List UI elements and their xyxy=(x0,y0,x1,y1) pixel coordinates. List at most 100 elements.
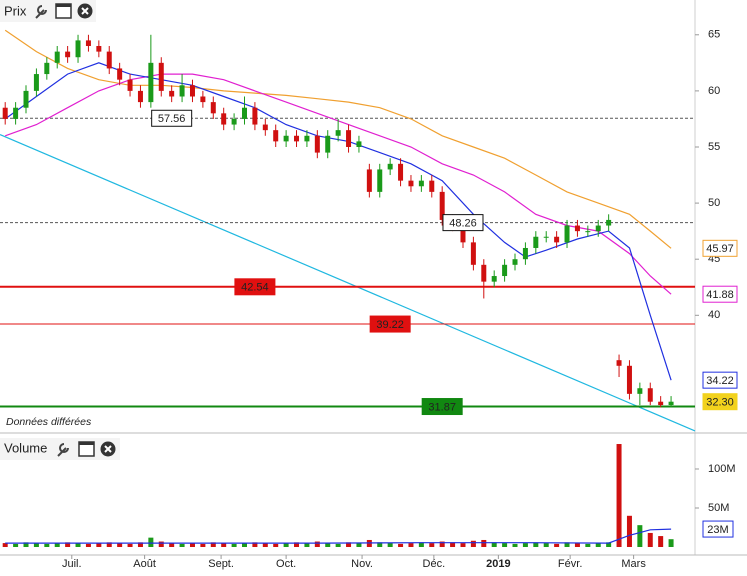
close-cross xyxy=(104,445,112,453)
last-value-label: 34.22 xyxy=(706,375,734,387)
volume-bar xyxy=(221,543,227,547)
last-value-label: 41.88 xyxy=(706,289,734,301)
volume-bar xyxy=(387,543,393,547)
candle-body xyxy=(460,225,466,243)
candle-body xyxy=(335,130,341,136)
candle-body xyxy=(169,90,175,97)
volume-bar xyxy=(325,543,331,547)
volume-bar xyxy=(179,543,185,547)
x-tick-label: Juil. xyxy=(62,558,82,570)
close-cross xyxy=(81,7,89,15)
candle-body xyxy=(179,85,185,97)
volume-bar xyxy=(335,543,341,547)
candle-body xyxy=(241,107,247,119)
candle-body xyxy=(283,135,289,142)
volume-bar xyxy=(637,525,643,547)
volume-bar xyxy=(626,515,632,547)
volume-bar xyxy=(189,543,195,547)
candle-body xyxy=(512,259,518,265)
volume-bar xyxy=(418,542,424,547)
level-label: 31.87 xyxy=(428,401,456,413)
last-volume-label: 23M xyxy=(707,524,728,536)
volume-bar xyxy=(533,542,539,547)
moving-average xyxy=(4,62,672,381)
candle-body xyxy=(2,107,8,119)
level-label-box xyxy=(442,214,484,232)
level-label: 57.56 xyxy=(158,113,186,125)
volume-bar xyxy=(356,543,362,547)
volume-bar xyxy=(574,543,580,547)
volume-bar xyxy=(96,543,102,547)
candle-body xyxy=(658,401,664,406)
volume-bar xyxy=(554,543,560,547)
volume-bar xyxy=(33,543,39,547)
volume-bar xyxy=(210,542,216,547)
y-tick-label: 50 xyxy=(708,197,720,209)
volume-bar xyxy=(169,543,175,547)
candle-body xyxy=(647,388,653,402)
x-tick-label: Sept. xyxy=(208,558,234,570)
candle-body xyxy=(148,62,154,103)
candle-body xyxy=(564,225,570,243)
volume-bar xyxy=(606,542,612,547)
volume-bar xyxy=(304,543,310,547)
x-tick-label: Déc. xyxy=(423,558,446,570)
x-tick-label: Oct. xyxy=(276,558,296,570)
x-tick-label: Août xyxy=(133,558,156,570)
trendline xyxy=(0,134,696,432)
x-tick-label: 2019 xyxy=(486,558,510,570)
candle-body xyxy=(137,90,143,103)
last-value-label-box xyxy=(702,371,738,389)
delay-note: Données différées xyxy=(6,416,92,428)
volume-bar xyxy=(314,541,320,547)
volume-bar xyxy=(283,543,289,547)
level-label-box xyxy=(421,398,463,416)
volume-bar xyxy=(658,536,664,547)
volume-bar xyxy=(2,543,8,547)
settings-icon[interactable] xyxy=(57,443,69,457)
candle-body xyxy=(65,51,71,58)
candle-body xyxy=(356,141,362,147)
volume-bar xyxy=(585,543,591,547)
candle-body xyxy=(273,130,279,142)
candle-body xyxy=(387,163,393,170)
candle-body xyxy=(668,401,674,406)
y-tick-label: 60 xyxy=(708,85,720,97)
volume-bar xyxy=(13,543,19,547)
panel-title: Prix xyxy=(4,3,27,18)
last-value-label: 45.97 xyxy=(706,243,734,255)
volume-bar xyxy=(522,543,528,547)
y-tick-label: 100M xyxy=(708,463,736,475)
candle-body xyxy=(158,62,164,91)
volume-bar xyxy=(616,444,622,547)
volume-bar xyxy=(106,542,112,547)
last-volume-label-box xyxy=(702,520,734,538)
candle-body xyxy=(23,90,29,108)
volume-bar xyxy=(127,543,133,547)
candle-body xyxy=(346,130,352,147)
candle-body xyxy=(33,74,39,91)
volume-bar xyxy=(200,543,206,547)
candle-body xyxy=(200,96,206,103)
candle-body xyxy=(408,180,414,187)
volume-bar xyxy=(241,543,247,547)
window-icon-bar xyxy=(79,442,94,445)
volume-bar xyxy=(346,542,352,547)
candle-body xyxy=(294,135,300,142)
volume-bar xyxy=(158,541,164,547)
candle-body xyxy=(554,236,560,243)
last-value-label-box xyxy=(702,285,738,303)
level-label: 39.22 xyxy=(376,319,404,331)
candle-body xyxy=(304,135,310,142)
volume-bar xyxy=(65,542,71,547)
candle-body xyxy=(262,124,268,131)
candle-body xyxy=(606,219,612,226)
candle-body xyxy=(637,388,643,394)
volume-bar xyxy=(148,537,154,547)
volume-bar xyxy=(470,540,476,547)
candle-body xyxy=(429,180,435,192)
candle-body xyxy=(481,264,487,282)
settings-icon[interactable] xyxy=(35,5,47,19)
volume-bar xyxy=(481,539,487,547)
